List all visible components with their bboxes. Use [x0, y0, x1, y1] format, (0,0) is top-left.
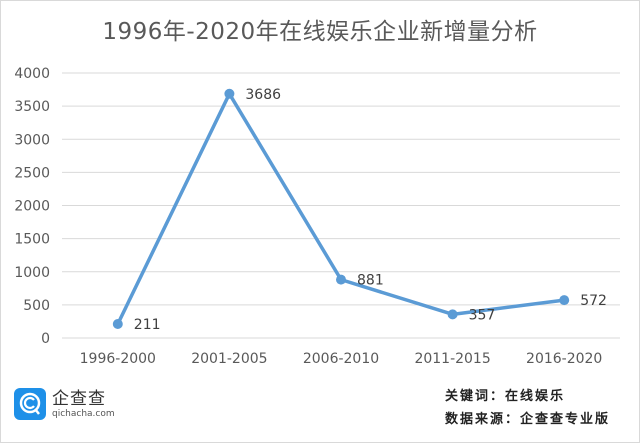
- data-point[interactable]: [559, 295, 570, 306]
- y-tick-label: 1000: [14, 265, 50, 281]
- y-tick-label: 2000: [14, 199, 50, 215]
- data-label: 572: [580, 293, 607, 309]
- x-tick-label: 1996-2000: [80, 351, 156, 367]
- data-label: 881: [357, 273, 384, 289]
- data-point[interactable]: [447, 309, 458, 320]
- y-tick-label: 2500: [14, 165, 50, 181]
- data-point[interactable]: [112, 319, 123, 330]
- source-note: 数据来源：企查查专业版: [445, 412, 611, 427]
- qichacha-logo-icon: [14, 388, 46, 420]
- y-tick-label: 500: [23, 298, 50, 314]
- y-tick-label: 4000: [14, 66, 50, 82]
- x-tick-label: 2001-2005: [191, 351, 267, 367]
- logo-domain: qichacha.com: [52, 408, 115, 419]
- y-tick-label: 1500: [14, 232, 50, 248]
- data-label: 357: [469, 307, 496, 323]
- data-label: 3686: [245, 87, 281, 103]
- x-tick-label: 2006-2010: [303, 351, 379, 367]
- x-tick-label: 2016-2020: [526, 351, 602, 367]
- y-tick-label: 3000: [14, 132, 50, 148]
- y-tick-label: 3500: [14, 99, 50, 115]
- keyword-note: 关键词：在线娱乐: [445, 389, 566, 404]
- series-line: [116, 92, 565, 325]
- logo-name-cn: 企查查: [52, 388, 106, 409]
- data-point[interactable]: [224, 88, 235, 99]
- data-point[interactable]: [336, 274, 346, 285]
- footer-notes: 关键词：在线娱乐 数据来源：企查查专业版: [445, 385, 610, 431]
- y-tick-label: 0: [41, 331, 50, 347]
- qichacha-logo: 企查查 qichacha.com: [14, 388, 115, 420]
- chart-title: 1996年-2020年在线娱乐企业新增量分析: [102, 19, 538, 45]
- data-label: 211: [134, 317, 161, 333]
- x-tick-label: 2011-2015: [414, 351, 490, 367]
